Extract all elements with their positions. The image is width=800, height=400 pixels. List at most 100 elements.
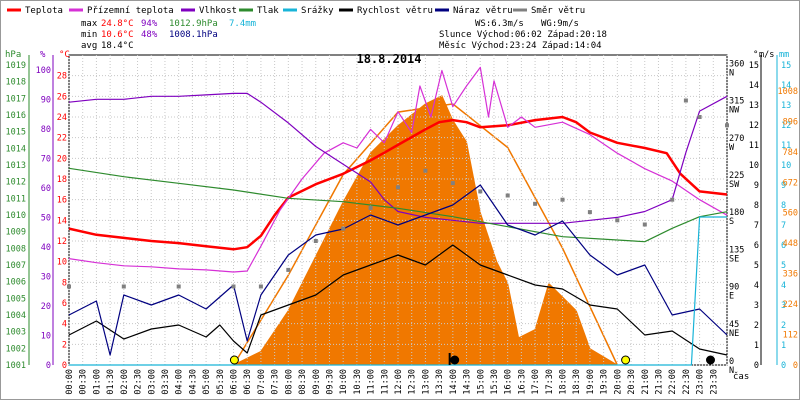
ms-tick-label: 12 [749, 121, 759, 131]
ms-tick-label: 5 [754, 261, 759, 271]
mm-tick-label: 14 [781, 81, 791, 91]
series-line-6 [68, 184, 728, 356]
direction-tick-value: 90 [729, 283, 739, 293]
wind-direction-point [615, 218, 620, 223]
wind-direction-point [313, 239, 318, 243]
time-tick-label: 00:00 [65, 369, 75, 395]
mm-tick-label: 5 [781, 261, 786, 271]
time-tick-label: 18:00 [559, 369, 569, 395]
stat-max-temp: 24.8°C [101, 19, 134, 29]
info-wg: WG:9m/s [541, 19, 579, 29]
time-tick-label: 07:30 [271, 369, 281, 395]
percent-tick-label: 30 [41, 272, 51, 282]
sun-moon-marker [621, 355, 631, 365]
time-tick-label: 10:30 [353, 369, 363, 395]
info-ws: WS:6.3m/s [475, 19, 524, 29]
time-tick-label: 02:30 [134, 369, 144, 395]
stat-min-hum: 48% [141, 30, 158, 40]
percent-tick-label: 80 [41, 125, 51, 135]
direction-tick-value: 270 [729, 134, 744, 144]
stat-min-label: min [81, 30, 97, 40]
wm2-tick-label: 0 [793, 361, 798, 371]
time-tick-label: 09:30 [326, 369, 336, 395]
hpa-tick-label: 1008 [6, 244, 26, 254]
stat-avg-label: avg [81, 41, 97, 51]
wind-direction-point [341, 226, 346, 231]
hpa-tick-label: 1016 [6, 111, 26, 121]
wind-direction-point [683, 98, 688, 103]
info-moon: Měsíc Východ:23:24 Západ:14:04 [439, 41, 602, 51]
sun-moon-marker [450, 355, 460, 365]
hpa-tick-label: 1017 [6, 94, 26, 104]
wind-direction-point [670, 197, 675, 202]
series-line-5 [68, 244, 728, 356]
percent-tick-label: 10 [41, 331, 51, 341]
wind-direction-point [176, 284, 181, 289]
ms-tick-label: 2 [754, 321, 759, 331]
direction-tick-label: SE [729, 254, 739, 264]
direction-tick-label: E [729, 292, 734, 302]
stat-min-temp: 10.6°C [101, 30, 134, 40]
percent-tick-label: 0 [46, 361, 51, 371]
hpa-tick-label: 1011 [6, 194, 26, 204]
time-tick-label: 10:00 [339, 369, 349, 395]
solar-theoretical-curve [232, 103, 618, 366]
info-sun: Slunce Východ:06:02 Západ:20:18 [439, 30, 607, 40]
temp-tick-label: 2 [62, 340, 67, 350]
wind-direction-point [396, 185, 400, 190]
direction-tick-label: W [729, 143, 735, 153]
temp-tick-label: 20 [57, 154, 67, 164]
series-line-4 [68, 167, 728, 243]
x-axis-label: čas [733, 371, 749, 382]
direction-tick-value: 315 [729, 97, 744, 107]
percent-tick-label: 50 [41, 213, 51, 223]
ms-tick-label: 9 [754, 181, 759, 191]
ms-tick-label: 1 [754, 341, 759, 351]
time-tick-label: 02:00 [120, 369, 130, 395]
mm-tick-label: 1 [781, 341, 786, 351]
temp-tick-label: 24 [57, 113, 67, 123]
hpa-tick-label: 1004 [6, 311, 26, 321]
legend-label: Tlak [257, 6, 279, 16]
legend-label: Teplota [25, 6, 63, 16]
hpa-tick-label: 1001 [6, 361, 26, 371]
direction-tick-label: SW [729, 180, 740, 190]
temp-tick-label: 10 [57, 258, 67, 268]
stat-max-press: 1012.9hPa [169, 19, 218, 29]
percent-tick-label: 100 [36, 66, 51, 76]
hpa-tick-label: 1003 [6, 328, 26, 338]
wm2-tick-label: 448 [783, 239, 798, 249]
direction-tick-label: N [729, 366, 734, 376]
wind-direction-point [505, 193, 510, 198]
time-tick-label: 22:30 [682, 369, 692, 395]
wind-direction-point [368, 205, 373, 210]
ms-tick-label: 8 [754, 201, 759, 211]
wind-direction-point [423, 168, 428, 173]
time-tick-label: 17:30 [545, 369, 555, 395]
sun-moon-marker [706, 355, 715, 365]
legend-label: Náraz větru [453, 6, 513, 16]
time-tick-label: 16:30 [517, 369, 527, 395]
mm-tick-label: 8 [781, 201, 786, 211]
time-tick-label: 08:30 [298, 369, 308, 395]
time-tick-label: 11:30 [380, 369, 390, 395]
mm-tick-label: 10 [781, 161, 791, 171]
time-tick-label: 04:00 [175, 369, 185, 395]
time-tick-label: 06:00 [230, 369, 240, 395]
temp-tick-label: 16 [57, 196, 67, 206]
time-tick-label: 23:30 [709, 369, 719, 395]
wind-direction-point [725, 123, 729, 128]
legend-label: Směr větru [531, 6, 585, 16]
wm2-tick-label: 560 [783, 209, 798, 219]
hpa-tick-label: 1007 [6, 261, 26, 271]
direction-tick-label: S [729, 217, 734, 227]
mm-tick-label: 13 [781, 101, 791, 111]
time-tick-label: 13:30 [435, 369, 445, 395]
ms-axis-unit: m/s [759, 50, 774, 60]
legend-label: Vlhkost [199, 6, 237, 16]
time-tick-label: 15:30 [490, 369, 500, 395]
sun-moon-marker [229, 355, 239, 365]
time-tick-label: 00:30 [79, 369, 89, 395]
mm-tick-label: 15 [781, 61, 791, 71]
